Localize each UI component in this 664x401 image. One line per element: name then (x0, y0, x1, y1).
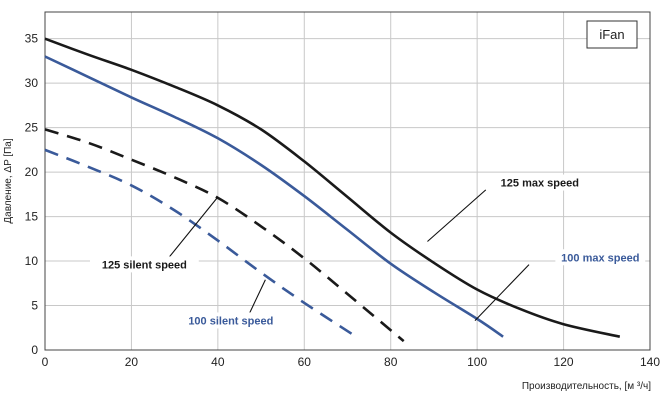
tick-labels: 0 20 40 60 80 100 120 140 0 5 10 15 20 25 30 35 (25, 32, 661, 369)
y-tick-label: 10 (25, 254, 39, 268)
x-tick-label: 120 (554, 355, 574, 369)
series-line-125-max-speed (44, 37, 621, 338)
annotation-label: 100 silent speed (188, 315, 273, 327)
y-tick-label: 0 (31, 343, 38, 357)
x-tick-label: 0 (42, 355, 49, 369)
x-tick-label: 140 (640, 355, 660, 369)
legend-box-text: iFan (599, 27, 624, 42)
y-axis-title: Давление, ΔP [Па] (3, 138, 14, 224)
annotation-leader-line (427, 189, 487, 242)
annotation-label: 125 silent speed (102, 259, 187, 271)
x-tick-label: 20 (125, 355, 139, 369)
annotation-leader-line (165, 196, 219, 262)
x-tick-label: 80 (384, 355, 398, 369)
y-tick-label: 30 (25, 76, 39, 90)
y-tick-label: 15 (25, 210, 39, 224)
y-tick-label: 5 (31, 299, 38, 313)
annotation-label: 125 max speed (501, 178, 579, 190)
x-tick-label: 100 (467, 355, 487, 369)
legend-box: iFan (586, 20, 638, 49)
annotation-label-bg (555, 249, 646, 266)
series-line-100-silent-speed (44, 148, 357, 338)
y-tick-label: 20 (25, 165, 39, 179)
annotation-leader-line (474, 264, 530, 322)
series-lines (44, 37, 621, 343)
y-tick-label: 25 (25, 121, 39, 135)
y-tick-label: 35 (25, 32, 39, 46)
annotation-leader-line (247, 279, 266, 317)
x-axis-title: Производительность, [м ³/ч] (522, 381, 651, 392)
annotation-label: 100 max speed (561, 252, 639, 264)
annotation-label-bg (494, 174, 585, 191)
annotation-label-bg (89, 256, 199, 273)
x-tick-label: 40 (211, 355, 225, 369)
annotations: 125 max speed 100 max speed 125 silent spe… (89, 174, 646, 329)
annotation-label-bg (176, 312, 286, 329)
x-tick-label: 60 (298, 355, 312, 369)
series-line-125-silent-speed (44, 128, 405, 343)
plot-frame (44, 11, 651, 351)
series-line-100-max-speed (44, 55, 504, 338)
